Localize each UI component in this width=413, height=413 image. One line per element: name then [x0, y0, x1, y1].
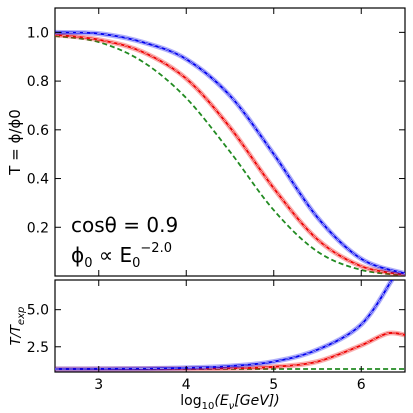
annotation-propto: ∝ E: [92, 243, 132, 267]
top-y-ticks: 0.2 0.4 0.6 0.8 1.0: [27, 25, 405, 236]
top-series-1-line: [55, 33, 405, 276]
bottom-ytick-label: 5.0: [27, 303, 49, 319]
x-axis-label-nu-sub: ν: [229, 401, 235, 412]
top-ytick-label: 0.4: [27, 172, 49, 188]
top-ytick-label: 0.6: [27, 123, 49, 139]
annotation-e-sub: 0: [132, 256, 140, 271]
bottom-y-axis-label-sub: exp: [16, 307, 27, 325]
bottom-series-0-central-dash: [55, 280, 393, 370]
bottom-panel: 2.5 5.0 3 4 5 6 T/Texp log10(Eν[GeV]): [9, 279, 406, 412]
bottom-y-axis-label-main: T/T: [9, 324, 24, 345]
top-x-ticks: [98, 8, 362, 276]
top-series-0-central-dash: [55, 32, 405, 274]
top-plot-frame: [54, 7, 406, 277]
bottom-series-group: [55, 280, 405, 372]
x-axis-label-e: (E: [214, 393, 228, 409]
annotation-phi: ϕ: [71, 243, 84, 267]
x-axis-label-log-sub: 10: [202, 401, 215, 412]
x-axis-label: log10(Eν[GeV]): [180, 393, 279, 412]
top-ytick-label: 0.2: [27, 220, 49, 236]
annotation-cos-theta: cosθ = 0.9: [71, 213, 178, 237]
bottom-y-ticks: 2.5 5.0: [27, 303, 405, 356]
xtick-label: 3: [94, 377, 103, 393]
bottom-plot-frame: [54, 279, 406, 373]
top-ytick-label: 0.8: [27, 74, 49, 90]
top-series-2-line: [55, 35, 405, 276]
xtick-label: 6: [357, 377, 366, 393]
top-panel: 0.20.40.60.81.0 T = ϕ/ϕ0 cosθ = 0.9 ϕ0 ∝…: [6, 7, 406, 277]
bottom-ytick-label: 2.5: [27, 340, 49, 356]
top-ytick-label: 1.0: [27, 25, 49, 41]
top-series-group: [55, 29, 405, 276]
top-series-1-central-dash: [55, 34, 405, 276]
annotation-phi-sub: 0: [84, 256, 92, 271]
bottom-x-ticks: 3 4 5 6: [94, 280, 366, 393]
xtick-label: 4: [182, 377, 191, 393]
xtick-label: 5: [269, 377, 278, 393]
bottom-y-axis-label: T/Texp: [9, 307, 27, 346]
x-axis-label-log: log: [180, 393, 201, 409]
x-axis-label-units: [GeV]): [234, 393, 279, 409]
top-y-axis-label: T = ϕ/ϕ0: [6, 109, 24, 176]
top-series-1-band: [55, 32, 405, 276]
annotation-flux-spectrum: ϕ0 ∝ E0−2.0: [71, 241, 172, 271]
annotation-exponent: −2.0: [140, 241, 172, 256]
